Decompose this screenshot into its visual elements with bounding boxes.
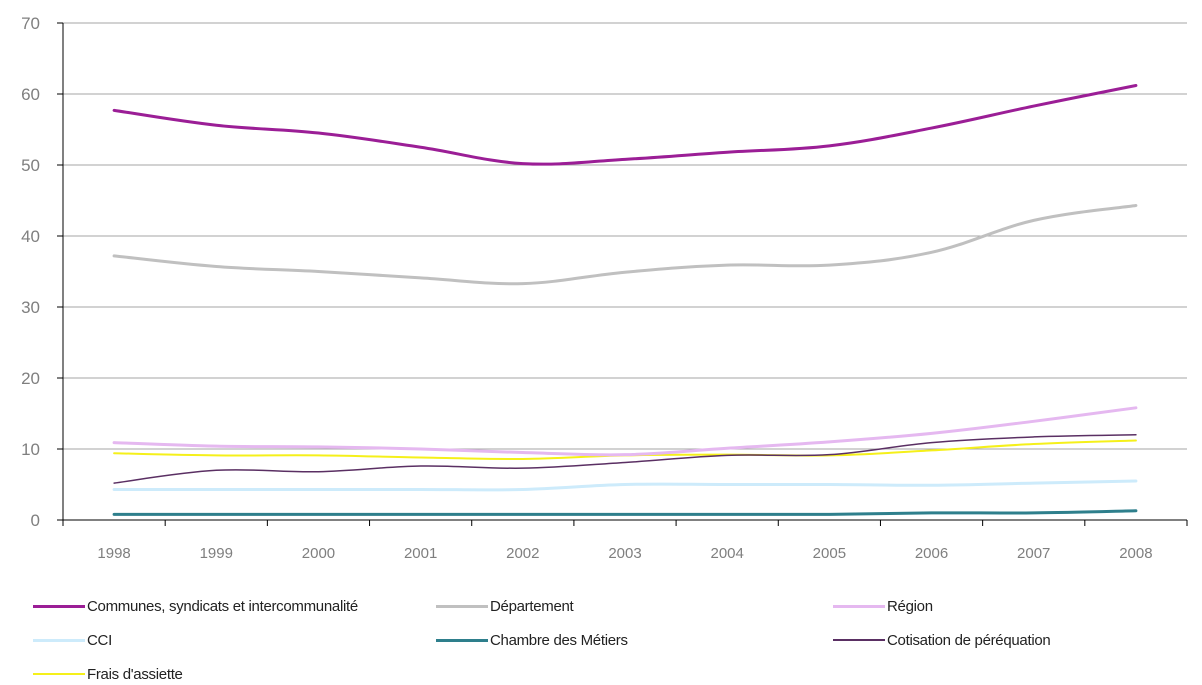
line-chart: 0 10 20 30 40 50 60 70 1998 1999 2000 2001 2002 2003… <box>21 14 1188 562</box>
legend-item: Région <box>833 595 933 617</box>
series-line <box>113 439 1137 461</box>
legend-item: CCI <box>33 629 112 651</box>
y-tick-label: 0 <box>31 511 40 530</box>
legend-item: Chambre des Métiers <box>436 629 628 651</box>
x-tick-labels: 1998 1999 2000 2001 2002 2003 2004 2005 2006 2007… <box>97 545 1152 562</box>
x-tick-label: 2005 <box>813 545 846 562</box>
series-line <box>112 509 1138 516</box>
legend-swatch <box>833 639 885 641</box>
legend-label: CCI <box>87 631 112 649</box>
legend-label: Département <box>490 597 574 615</box>
series-line <box>112 203 1138 286</box>
legend: Communes, syndicats et intercommunalité D… <box>0 592 1202 685</box>
y-tick-labels: 0 10 20 30 40 50 60 70 <box>21 14 40 530</box>
x-tick-label: 2006 <box>915 545 948 562</box>
x-tick-label: 2002 <box>506 545 539 562</box>
y-tick-label: 20 <box>21 369 40 388</box>
y-tick-label: 50 <box>21 156 40 175</box>
y-tick-label: 40 <box>21 227 40 246</box>
axes <box>57 22 1188 526</box>
series-line <box>112 83 1138 166</box>
legend-item: Communes, syndicats et intercommunalité <box>33 595 358 617</box>
series-lines <box>112 83 1138 516</box>
legend-swatch <box>33 638 85 642</box>
legend-item: Cotisation de péréquation <box>833 629 1051 651</box>
series-line <box>112 479 1138 492</box>
x-tick-label: 1998 <box>97 545 130 562</box>
x-tick-label: 2007 <box>1017 545 1050 562</box>
x-tick-label: 2001 <box>404 545 437 562</box>
legend-item: Frais d'assiette <box>33 663 183 685</box>
gridlines <box>63 22 1187 450</box>
y-tick-label: 70 <box>21 14 40 33</box>
x-tick-label: 1999 <box>200 545 233 562</box>
legend-label: Frais d'assiette <box>87 665 183 683</box>
legend-swatch <box>833 604 885 608</box>
legend-item: Département <box>436 595 574 617</box>
x-tick-label: 2003 <box>608 545 641 562</box>
x-tick-label: 2004 <box>710 545 743 562</box>
y-tick-label: 30 <box>21 298 40 317</box>
legend-label: Cotisation de péréquation <box>887 631 1051 649</box>
x-tick-label: 2000 <box>302 545 335 562</box>
x-tick-label: 2008 <box>1119 545 1152 562</box>
legend-label: Communes, syndicats et intercommunalité <box>87 597 358 615</box>
y-tick-label: 10 <box>21 440 40 459</box>
legend-label: Région <box>887 597 933 615</box>
legend-swatch <box>33 673 85 675</box>
series-line <box>112 406 1138 457</box>
legend-swatch <box>33 604 85 608</box>
legend-label: Chambre des Métiers <box>490 631 628 649</box>
legend-swatch <box>436 638 488 642</box>
legend-swatch <box>436 604 488 608</box>
series-line <box>113 434 1137 484</box>
y-tick-label: 60 <box>21 85 40 104</box>
